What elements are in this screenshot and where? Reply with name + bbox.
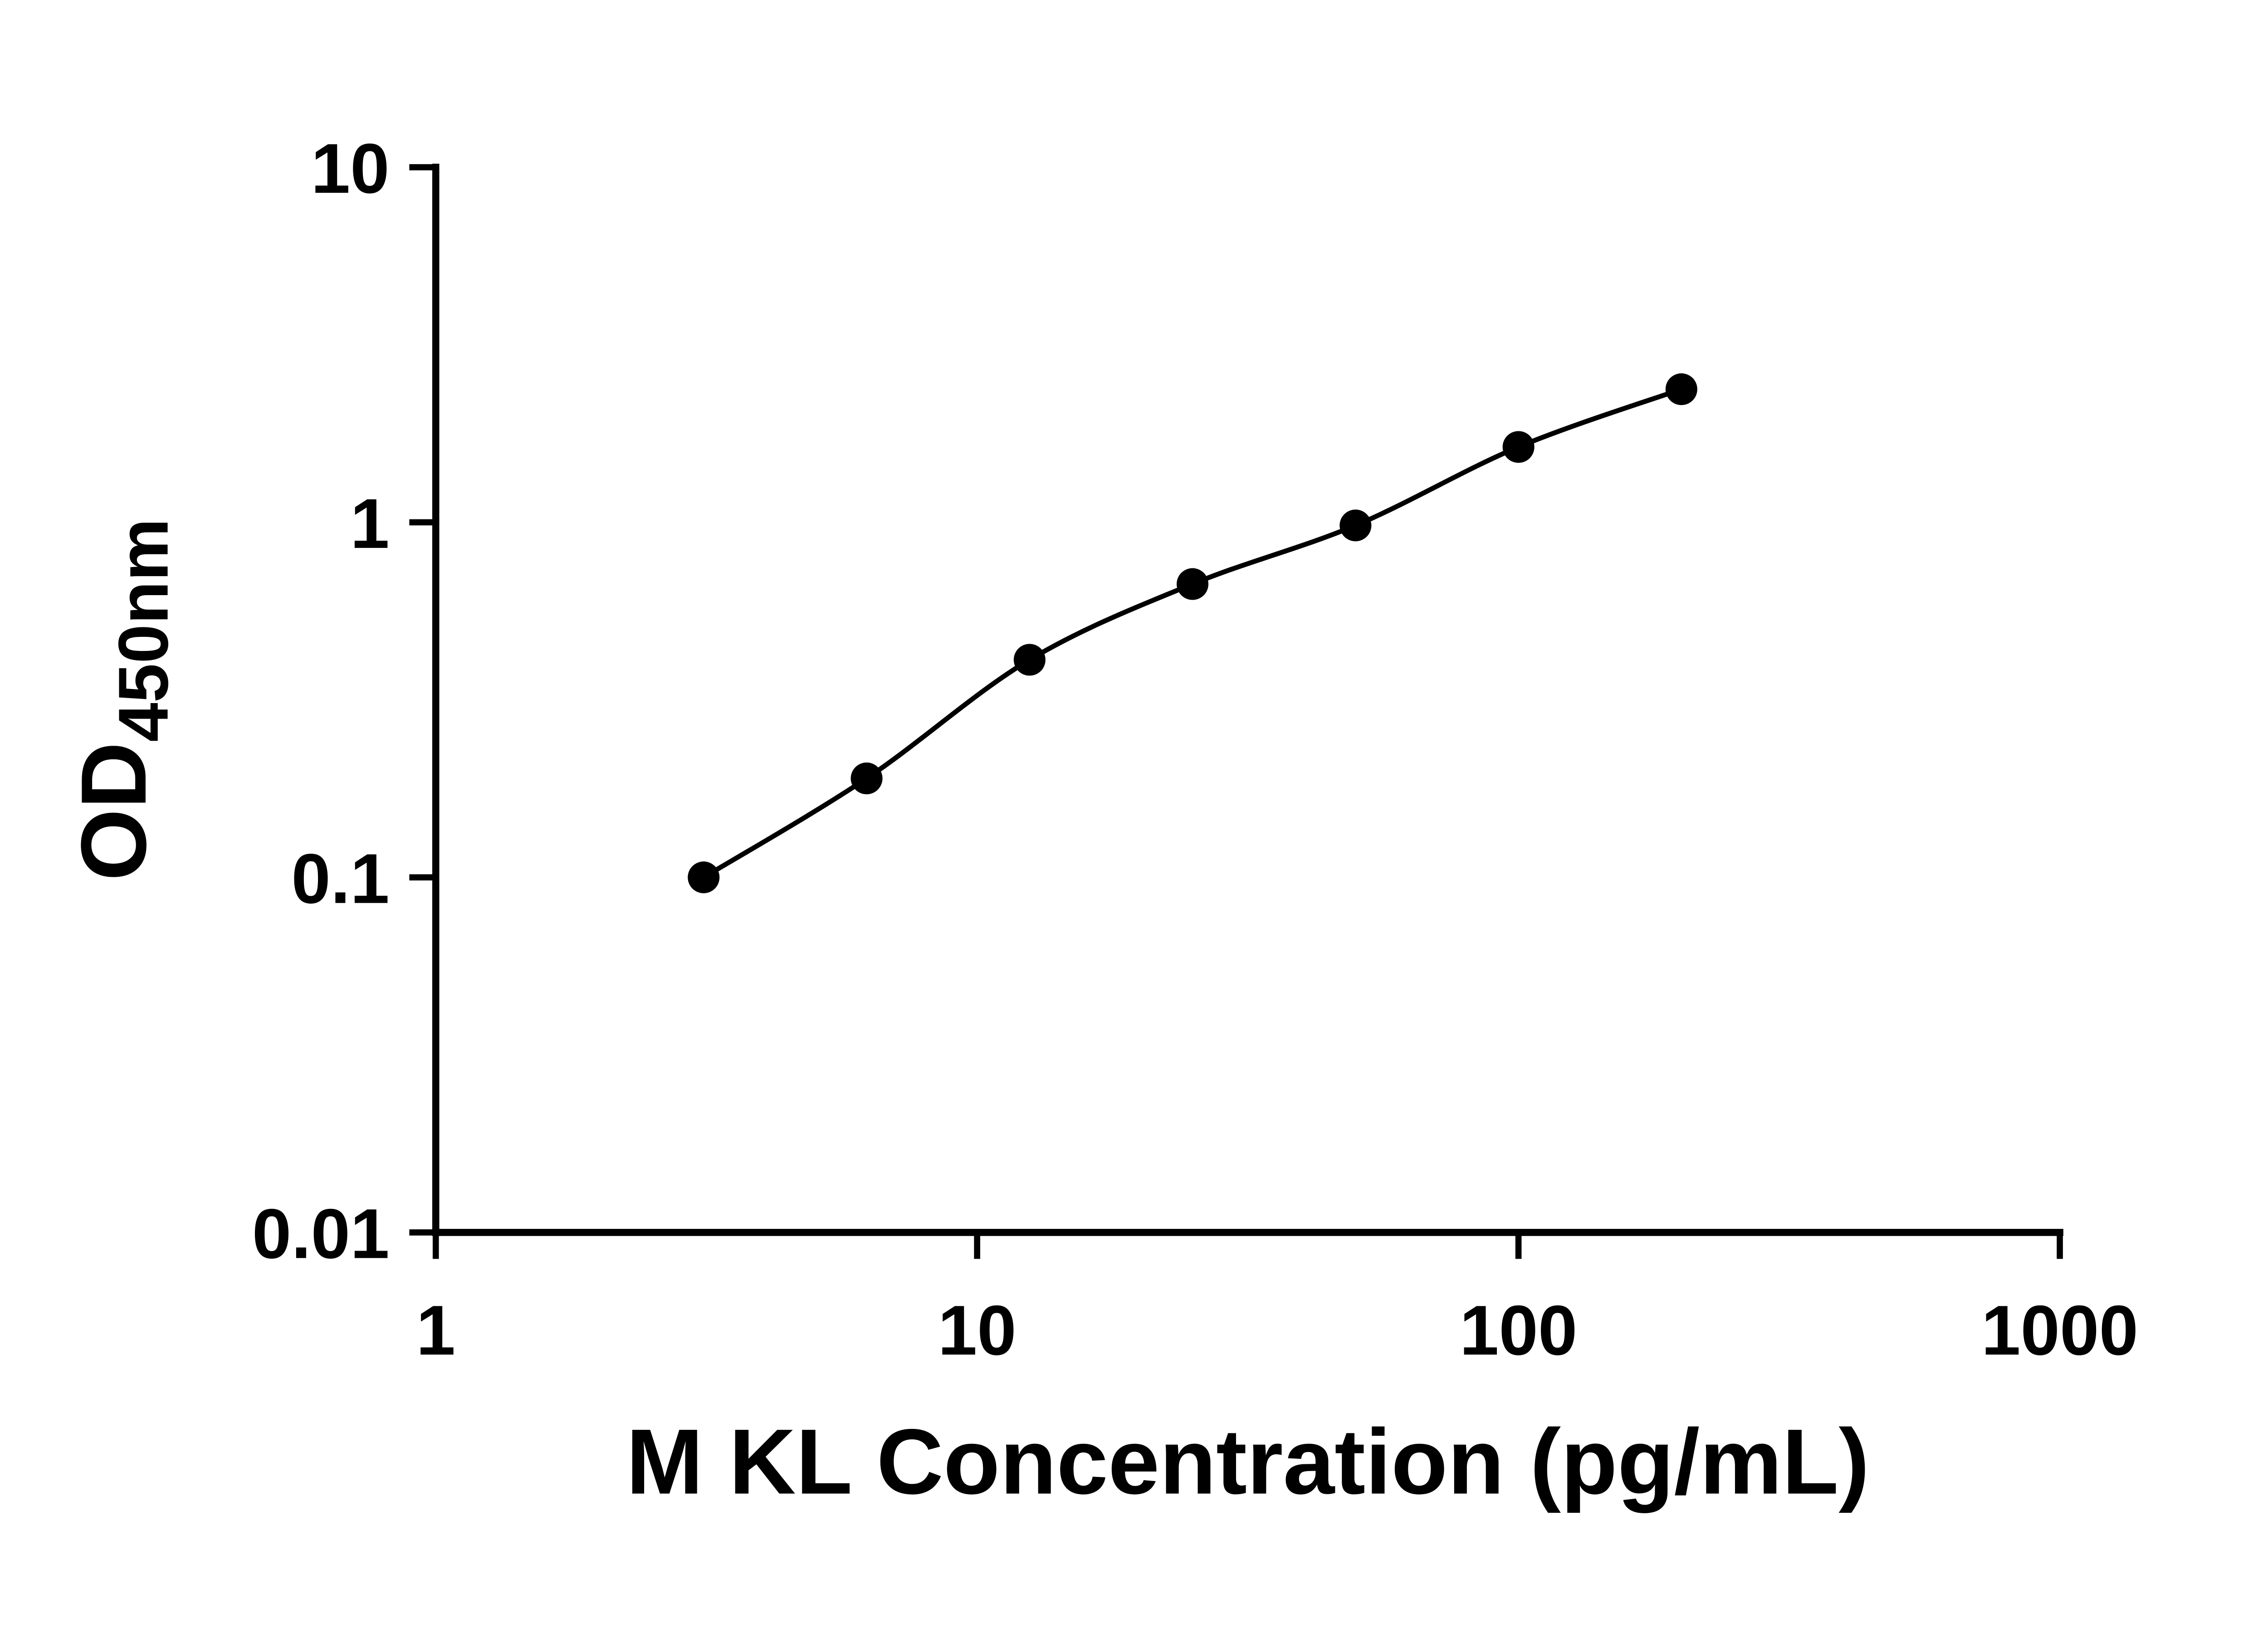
y-tick-label: 0.01 [252,1194,390,1273]
y-tick-label: 10 [311,129,390,208]
y-tick-label: 0.1 [291,839,389,918]
data-point [1339,509,1372,542]
standard-curve-line [701,386,1684,880]
data-point [688,861,720,894]
series-layer [688,373,1697,894]
y-tick-label: 1 [350,484,390,563]
data-point [1502,431,1535,463]
data-point [1665,373,1697,406]
x-axis-title: M KL Concentration (pg/mL) [626,1410,1869,1514]
axes: 1 10 100 1000 0.01 0.1 1 10 [252,129,2138,1369]
y-axis-title-sub: 450nm [104,518,183,742]
y-axis-title-main: OD [62,742,166,881]
data-point [1177,568,1209,600]
x-tick-label: 100 [1460,1291,1578,1369]
x-tick-label: 1000 [1981,1291,2138,1369]
data-point [850,762,883,794]
data-point [1013,644,1046,676]
x-tick-label: 10 [938,1291,1017,1369]
x-tick-label: 1 [416,1291,455,1369]
y-axis-title: OD450nm [62,518,183,881]
